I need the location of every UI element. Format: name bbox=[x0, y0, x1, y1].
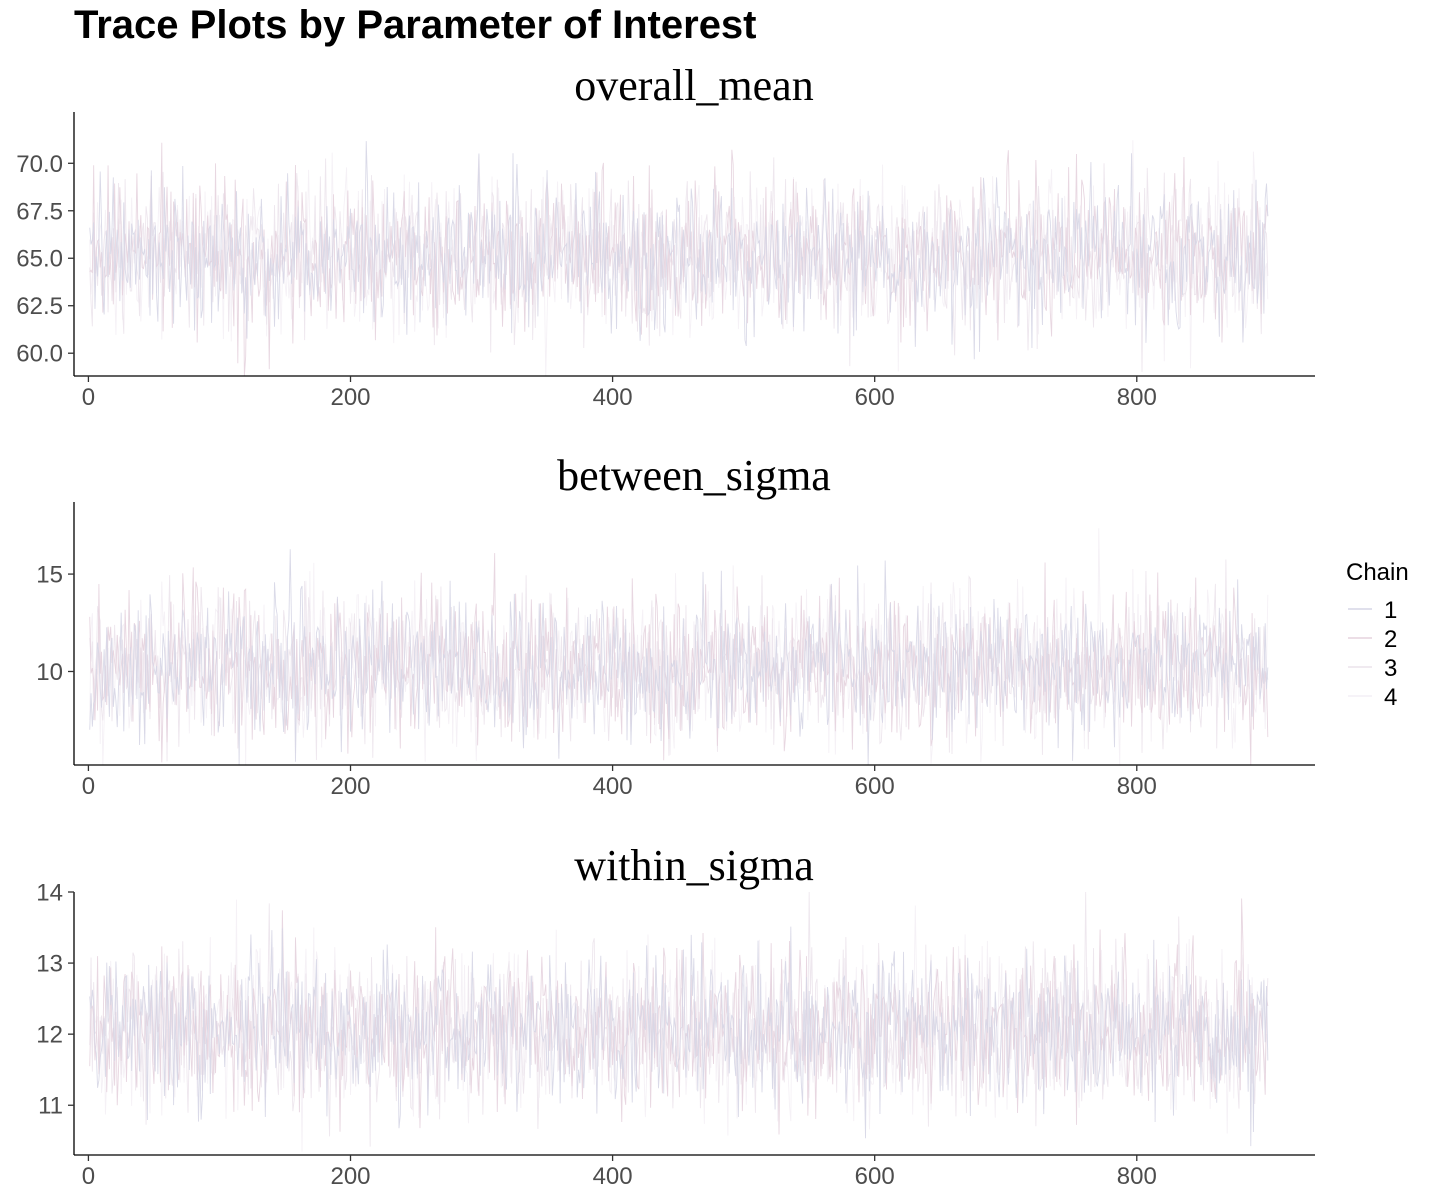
series-line-chain-2 bbox=[89, 898, 1269, 1135]
figure-title: Trace Plots by Parameter of Interest bbox=[74, 3, 757, 47]
x-tick-label: 600 bbox=[855, 1163, 895, 1190]
x-tick-label: 800 bbox=[1117, 1163, 1157, 1190]
x-tick-label: 800 bbox=[1117, 773, 1157, 800]
series-line-chain-4 bbox=[89, 528, 1269, 766]
trace-lines bbox=[89, 528, 1269, 766]
legend-label: 2 bbox=[1384, 626, 1397, 653]
series-line-chain-1 bbox=[89, 549, 1269, 766]
y-tick-label: 67.5 bbox=[16, 198, 63, 225]
series-line-chain-1 bbox=[89, 926, 1269, 1147]
x-tick-label: 600 bbox=[855, 773, 895, 800]
x-tick-label: 400 bbox=[593, 773, 633, 800]
series-line-chain-1 bbox=[89, 141, 1269, 360]
panel-between-sigma: between_sigma 0 200 400 600 800 10 15 bbox=[36, 451, 1315, 800]
y-tick-label: 70.0 bbox=[16, 151, 63, 178]
legend-label: 3 bbox=[1384, 655, 1397, 682]
y-tick-label: 10 bbox=[36, 659, 63, 686]
legend-label: 1 bbox=[1384, 597, 1397, 624]
panel-within-sigma: within_sigma 0 200 400 600 800 11 12 13 14 bbox=[36, 841, 1315, 1190]
panel-title: overall_mean bbox=[574, 61, 813, 110]
panel-overall-mean: overall_mean 0 200 400 600 800 60.0 62.5 65.0 67… bbox=[16, 61, 1315, 411]
x-tick-label: 200 bbox=[330, 1163, 370, 1190]
x-tick-label: 0 bbox=[82, 1163, 95, 1190]
y-tick-label: 12 bbox=[36, 1022, 63, 1049]
x-tick-label: 0 bbox=[82, 773, 95, 800]
x-tick-label: 600 bbox=[855, 384, 895, 411]
trace-lines bbox=[89, 140, 1269, 377]
y-tick-label: 14 bbox=[36, 880, 63, 907]
panel-title: between_sigma bbox=[557, 451, 831, 500]
y-tick-label: 11 bbox=[38, 1093, 63, 1120]
series-line-chain-3 bbox=[89, 891, 1269, 1147]
series-line-chain-2 bbox=[89, 142, 1269, 377]
legend-label: 4 bbox=[1384, 684, 1397, 711]
y-tick-label: 15 bbox=[36, 562, 63, 589]
y-tick-label: 13 bbox=[36, 951, 63, 978]
panel-title: within_sigma bbox=[574, 841, 814, 890]
x-tick-label: 0 bbox=[82, 384, 95, 411]
y-tick-label: 65.0 bbox=[16, 246, 63, 273]
y-tick-label: 60.0 bbox=[16, 341, 63, 368]
trace-lines bbox=[89, 891, 1269, 1152]
x-tick-label: 800 bbox=[1117, 384, 1157, 411]
x-tick-label: 400 bbox=[593, 384, 633, 411]
x-tick-label: 200 bbox=[330, 773, 370, 800]
x-tick-label: 200 bbox=[330, 384, 370, 411]
x-tick-label: 400 bbox=[593, 1163, 633, 1190]
legend-title: Chain bbox=[1346, 559, 1409, 586]
y-tick-label: 62.5 bbox=[16, 293, 63, 320]
series-line-chain-3 bbox=[89, 559, 1269, 762]
